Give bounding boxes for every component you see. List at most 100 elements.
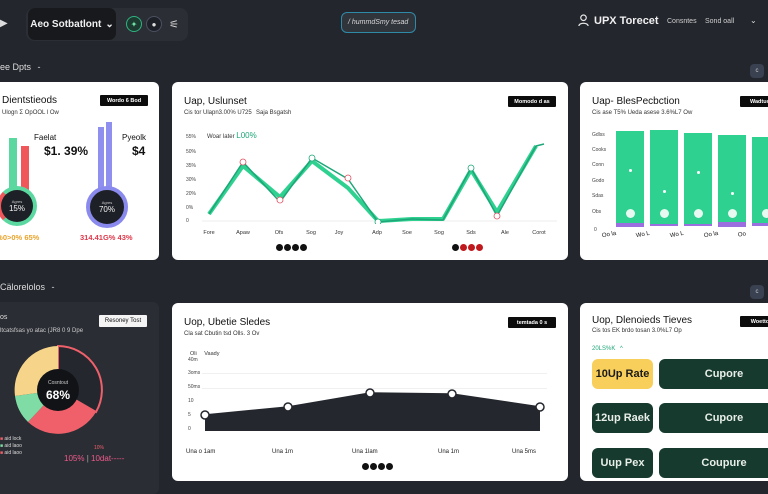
app-select-label: Aeo Sotbatlont <box>30 18 102 30</box>
y-tick: 50ms <box>188 384 201 390</box>
chevron-down-icon[interactable]: ⌄ <box>750 16 757 25</box>
pager-dots-left[interactable] <box>276 244 307 251</box>
pager-dot[interactable] <box>476 244 483 251</box>
y-tick: Cooks <box>592 147 607 153</box>
legend-item: ■ aid lock <box>0 436 22 442</box>
gauge-ring-value: 70% <box>98 205 115 214</box>
y-tick: 55% <box>186 134 197 140</box>
card-subtitle: Ulogn Σ OpOOL l Ow <box>2 110 59 116</box>
bar-dot <box>663 190 666 193</box>
card-title: Dientstieods <box>2 95 58 106</box>
pager-dot[interactable] <box>370 463 377 470</box>
smile-icon <box>694 209 703 218</box>
card-action-button[interactable]: Wordo 6 Bod <box>100 95 148 106</box>
chevron-down-icon: ⌄ <box>105 18 114 30</box>
action-tile-cupore[interactable]: Cupore <box>659 359 768 389</box>
bar-dot <box>629 169 632 172</box>
card-title: Uop, Ubetie Sledes <box>184 317 271 328</box>
action-tile-coupure[interactable]: Coupure <box>659 448 768 478</box>
x-tick: Sog <box>306 230 316 236</box>
y-tick: Obs <box>592 209 602 215</box>
bar-base <box>752 223 768 226</box>
legend-item: ■ aid laoo <box>0 443 22 449</box>
pager-dot[interactable] <box>378 463 385 470</box>
gauge-label: Pyeolk <box>122 133 147 142</box>
top-bar: ▶ Aeo Sotbatlont ⌄ ✦ ● ⚟ / hummdSmy tesa… <box>0 0 768 52</box>
pager-dots[interactable] <box>362 463 393 470</box>
pager-dot[interactable] <box>284 244 291 251</box>
refresh-icon[interactable]: c <box>750 285 764 299</box>
x-tick: Oo la <box>601 230 617 240</box>
pager-dot[interactable] <box>386 463 393 470</box>
section-label-bottom[interactable]: Cälorelolos - <box>0 282 55 292</box>
gauge-ring-label: Agres <box>11 199 23 204</box>
section-label-top[interactable]: ee Dpts - <box>0 62 41 72</box>
x-tick: Adp <box>372 230 382 236</box>
card-area-chart: Uop, Ubetie Sledes Cla sat Cbutin tsd Ol… <box>172 303 568 481</box>
card-title: Uop, Dlenoieds Tieves <box>592 315 693 326</box>
gauge-bar-purple <box>98 127 104 193</box>
card-action-button[interactable]: Wadtuo <box>740 96 768 107</box>
leaf-icon[interactable]: ✦ <box>126 16 142 32</box>
section-title: Cälorelolos <box>0 282 46 292</box>
app-select-dropdown[interactable]: Aeo Sotbatlont ⌄ <box>28 8 116 40</box>
x-tick: Soe <box>402 230 412 236</box>
smile-icon <box>626 209 635 218</box>
gauge-ring-value: 15% <box>8 204 25 213</box>
y-tick: Conn <box>592 162 604 168</box>
bar-dot <box>731 192 734 195</box>
pager-dots-right[interactable] <box>452 244 483 251</box>
card-action-button[interactable]: Momodo d as <box>508 96 556 107</box>
y-tick: 0% <box>186 205 194 211</box>
bar-base <box>718 222 746 227</box>
action-tile-cupore-2[interactable]: Cupore <box>659 403 768 433</box>
user-name: UPX Torecet <box>594 14 659 27</box>
card-action-button[interactable]: temtada 0 s <box>508 317 556 328</box>
y-tick: 3oms <box>188 370 201 376</box>
x-tick: Corot <box>532 230 546 236</box>
smile-icon <box>728 209 737 218</box>
y-tick: 0 <box>594 227 597 233</box>
gauge-ring-label: Agres <box>101 200 113 205</box>
play-icon[interactable]: ▶ <box>0 18 8 29</box>
pager-dot[interactable] <box>452 244 459 251</box>
refresh-icon[interactable]: c <box>750 64 764 78</box>
search-input[interactable]: / hummdSmy tesad <box>341 12 416 33</box>
action-tile-rate[interactable]: 10Up Rate <box>592 359 653 389</box>
annotation-value: L00% <box>236 131 257 140</box>
pager-dot[interactable] <box>292 244 299 251</box>
gauge-bar-purple <box>106 122 112 193</box>
pager-dot[interactable] <box>362 463 369 470</box>
user-menu[interactable]: UPX Torecet <box>578 14 659 27</box>
pager-dot[interactable] <box>300 244 307 251</box>
nav-link-consntes[interactable]: Consntes <box>667 18 697 25</box>
x-tick: Una o 1am <box>186 449 216 455</box>
grid-line <box>202 388 547 389</box>
card-subtitle-b: Saja Bsgatsh <box>256 110 292 116</box>
card-subtitle: Cis tor Ulapn3.00% U725 <box>184 110 252 116</box>
y-tick: 50% <box>186 149 197 155</box>
donut-footer: 105% | 10dat----- <box>64 454 125 463</box>
card-action-button[interactable]: Resoney Tost <box>99 315 147 327</box>
x-tick: Apaw <box>236 230 250 236</box>
card-actions: Uop, Dlenoieds Tieves Cis tos EK brdo to… <box>580 303 768 481</box>
card-title: os <box>0 314 8 321</box>
nav-link-sond-oall[interactable]: Sond oall <box>705 18 735 25</box>
annotation-label: Woar later <box>207 134 235 140</box>
bar[interactable] <box>752 137 768 226</box>
filter-icon[interactable]: ⚟ <box>169 18 179 31</box>
pager-dot[interactable] <box>468 244 475 251</box>
pager-dot[interactable] <box>460 244 467 251</box>
action-tile-raek[interactable]: 12up Raek <box>592 403 653 433</box>
pager-dot[interactable] <box>276 244 283 251</box>
user-icon <box>578 14 589 27</box>
card-subtitle: Cis ase T5% Ueda asese 3.6%L7 Ow <box>592 110 693 116</box>
action-tile-pex[interactable]: Uup Pex <box>592 448 653 478</box>
record-icon[interactable]: ● <box>146 16 162 32</box>
card-action-button[interactable]: Woettd <box>740 316 768 327</box>
line-chart-plot <box>202 143 557 224</box>
donut-legend: ■ aid lock ■ aid laoo ■ aid laoo <box>0 436 22 457</box>
card-donut: os ltcatsfsas yo atac (JR8 0 9 Dpe Reson… <box>0 302 159 494</box>
donut-callout: 10% <box>94 445 105 451</box>
y-tick: 40m <box>188 357 198 363</box>
